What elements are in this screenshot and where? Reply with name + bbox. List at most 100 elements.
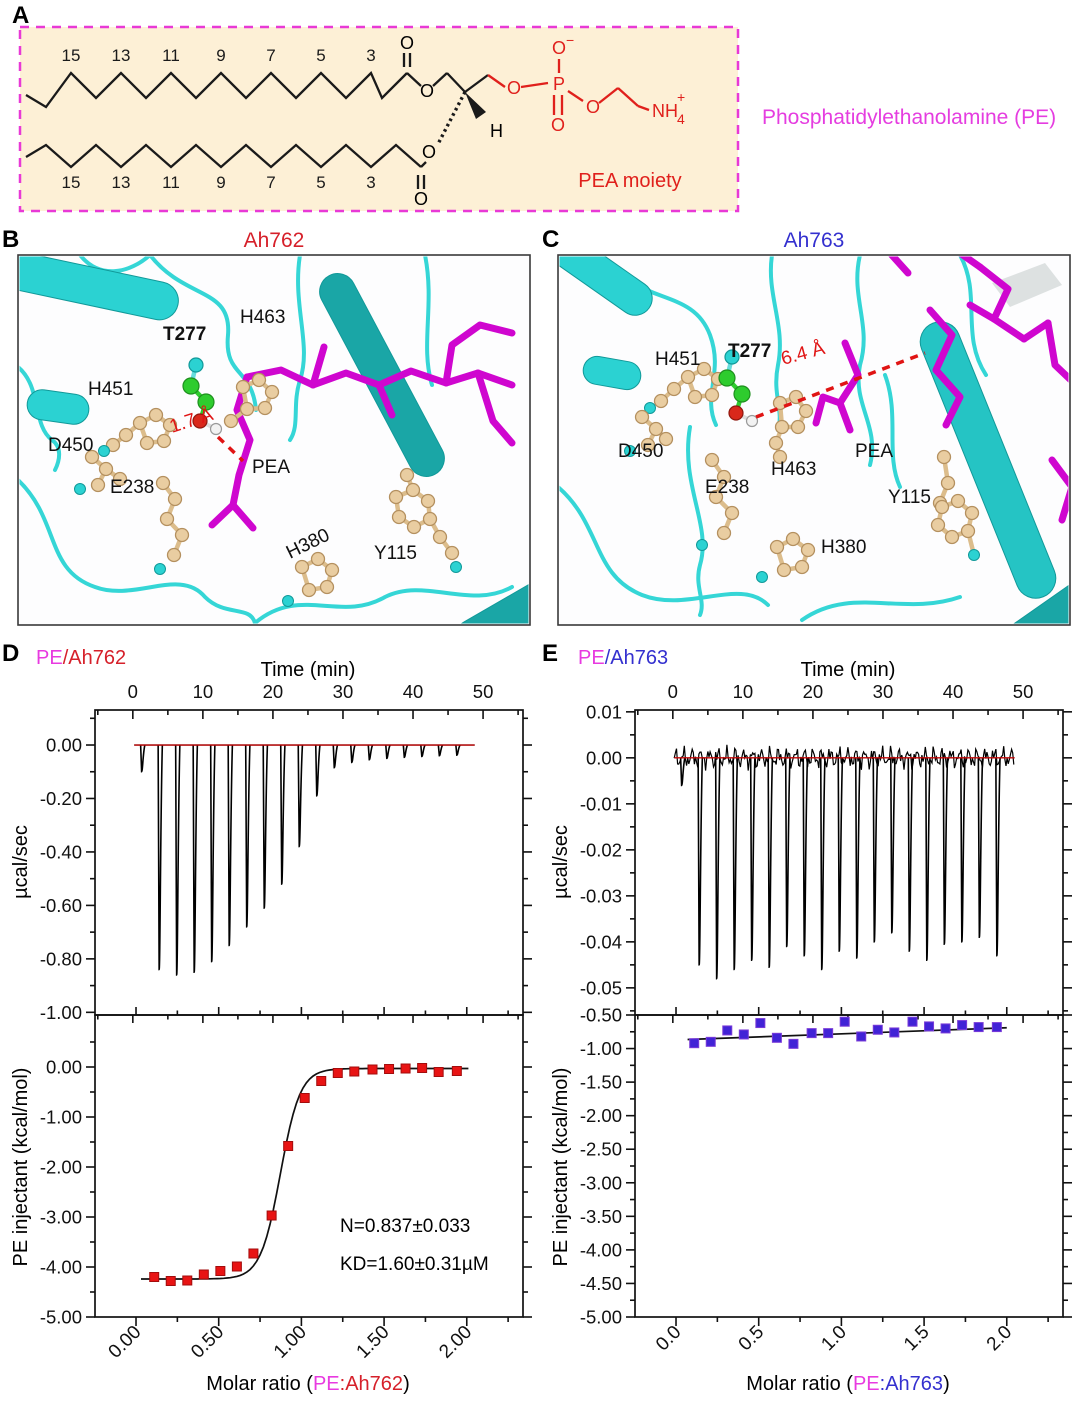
data-point-square [889,1027,900,1038]
residue-atom [251,372,267,388]
residue-label-h380: H380 [821,537,866,558]
data-point-square [856,1031,867,1042]
injection-spike [244,744,251,928]
calpha-atom [450,561,462,573]
svg-text:P: P [553,74,565,94]
residue-atom [132,415,148,431]
panel-e-header: PE/Ah763 [578,647,668,669]
calpha-atom [968,549,980,561]
loop-ribbon [686,425,705,617]
residue-atom [950,493,966,509]
loop-ribbon [883,373,902,489]
panel-d-itc-plot: PE/Ah762 Time (min) µcal/sec PE injectan… [10,647,532,1395]
residue-atom [964,505,980,521]
panel-e-itc-plot: PE/Ah763 Time (min) µcal/sec PE injectan… [550,647,1072,1395]
pea-ligand-sticks [474,369,516,447]
t277-green-atom [718,369,736,387]
injection-spike [697,757,704,966]
t277-green-atom [733,385,751,403]
data-point-square [367,1064,378,1075]
pea-moiety-label: PEA moiety [578,170,681,192]
residue-atom [90,477,106,493]
residue-atom [648,421,664,437]
pea-ligand-sticks [229,501,257,532]
panel-d-fit-n: N=0.837±0.033 [340,1216,470,1237]
residue-label-h451: H451 [88,379,133,400]
data-point-square [182,1275,193,1286]
injection-spike [157,744,164,971]
tick-label: 0.00 [46,1057,82,1078]
injection-spike [297,744,304,848]
injection-spike [402,744,409,759]
residue-label-e238: E238 [705,477,749,498]
tick-label: -1.00 [580,1038,622,1059]
residue-atom [930,517,946,533]
tick-label: 0 [128,681,138,702]
loop-ribbon [855,256,875,467]
data-point-square [705,1036,716,1047]
acyl-chain-bottom [25,143,422,169]
panel-a-letter: A [12,2,30,29]
panel-b-letter: B [2,226,20,253]
injection-spike [227,744,234,947]
tick-label: -3.50 [580,1206,622,1227]
data-point-square [771,1032,782,1043]
tick-label: 0.00 [586,747,622,768]
svg-text:3: 3 [366,173,375,192]
tick-label: 0.0 [652,1322,686,1356]
injection-spike [262,744,269,909]
loop-ribbon [19,478,257,624]
residue-atom [798,403,814,419]
data-point-square [231,1261,242,1272]
residue-atom [960,523,976,539]
panel-d-top-ylabel: µcal/sec [10,825,32,899]
residue-atom [772,449,788,465]
binding-frame [634,1014,1064,1318]
data-point-square [215,1266,226,1276]
injection-spike [802,757,809,957]
svg-text:O: O [586,97,600,117]
data-point-square [198,1269,209,1280]
tick-label: -0.50 [580,1005,622,1026]
residue-atom [310,551,326,567]
tick-label: 0.00 [46,735,82,756]
residue-label-d450: D450 [618,441,663,462]
tick-label: -4.50 [580,1273,622,1294]
tick-label: -0.80 [40,948,82,969]
data-point-square [266,1210,277,1221]
tick-label: -2.00 [580,1105,622,1126]
data-point-square [316,1076,327,1086]
tick-label: -0.02 [580,839,622,860]
tick-label: 40 [943,681,964,702]
svg-text:+: + [677,89,685,105]
data-point-square [839,1016,850,1027]
residue-label-t277: T277 [163,324,206,345]
panel-e-letter: E [542,640,559,667]
data-point-square [722,1025,733,1036]
residue-atom [666,381,682,397]
glycerol-ch2 [464,74,489,93]
svg-text:4: 4 [677,111,685,127]
residue-atom [772,395,788,411]
injection-spike [367,744,374,761]
residue-atom [105,437,121,453]
residue-atom [774,419,790,435]
tick-label: -3.00 [40,1207,82,1228]
loop-ribbon [253,585,514,624]
svg-text:11: 11 [162,46,180,65]
panel-e-top-ylabel: µcal/sec [550,825,572,899]
distance-dashed-line [216,435,245,463]
tick-label: 0 [668,681,678,702]
tick-label: 10 [193,681,214,702]
svg-text:O: O [507,78,521,98]
injection-spike [279,744,286,885]
residue-label-y115: Y115 [888,487,931,508]
residue-atom [704,387,720,403]
residue-atom [768,435,784,451]
residue-atom [235,379,251,395]
pea-ligand-sticks [966,301,998,323]
injection-spike [854,757,861,959]
